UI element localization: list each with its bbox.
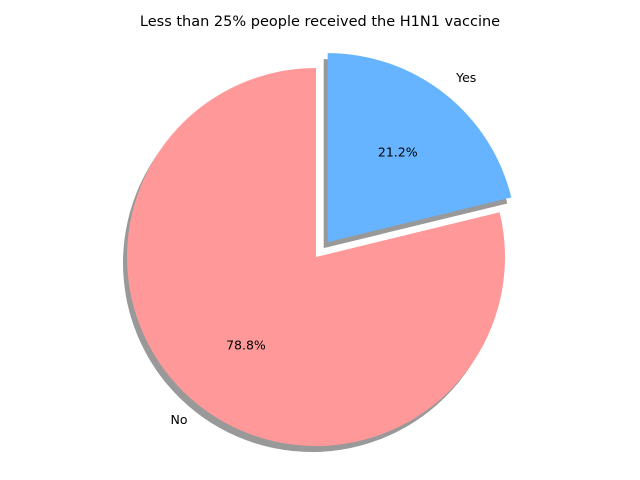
- slice-labels: Yes 21.2% No 78.8%: [171, 70, 477, 427]
- slice-percent-yes: 21.2%: [378, 144, 418, 159]
- slice-no: [126, 68, 505, 447]
- slice-percent-no: 78.8%: [226, 338, 266, 353]
- slices: [126, 53, 512, 447]
- chart-title: Less than 25% people received the H1N1 v…: [140, 14, 500, 30]
- slice-label-yes: Yes: [455, 70, 476, 85]
- slice-yes: [327, 53, 512, 243]
- slice-label-no: No: [171, 412, 188, 427]
